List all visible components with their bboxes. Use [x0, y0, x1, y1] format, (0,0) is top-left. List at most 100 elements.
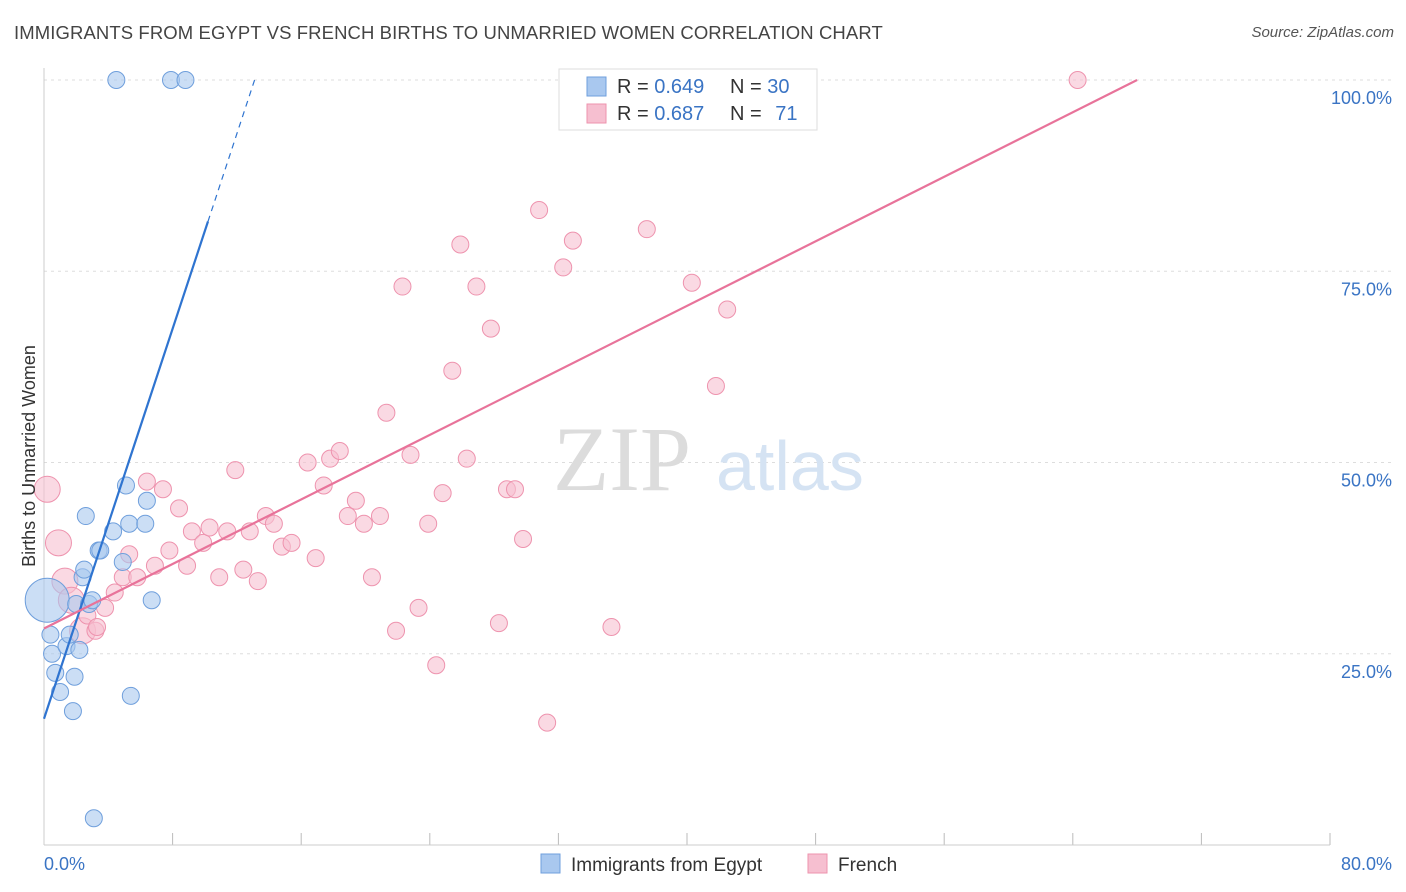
egypt-point	[51, 683, 70, 701]
svg-text:R = 0.687: R = 0.687	[617, 103, 704, 125]
french-point	[481, 319, 500, 338]
french-point	[1068, 71, 1087, 89]
french-point	[346, 491, 365, 510]
legend-box: R = 0.649 N = 30 R = 0.687 N = 71	[558, 68, 818, 131]
french-point	[200, 518, 219, 537]
french-point	[602, 617, 621, 636]
french-point	[298, 453, 317, 472]
egypt-point	[107, 71, 126, 89]
bottom-legend-swatch-egypt	[540, 853, 561, 874]
french-point	[210, 568, 229, 587]
egypt-point	[24, 577, 70, 623]
french-point	[538, 713, 557, 732]
chart-title: IMMIGRANTS FROM EGYPT VS FRENCH BIRTHS T…	[14, 22, 883, 43]
legend-r-value-egypt: 0.649	[654, 76, 704, 98]
bottom-legend-label-egypt: Immigrants from Egypt	[571, 855, 763, 876]
x-axis-ticks	[43, 833, 1331, 845]
french-point	[306, 549, 325, 568]
legend-r-label-french: R =	[617, 103, 654, 125]
bottom-legend: Immigrants from Egypt French	[540, 853, 897, 876]
french-point	[489, 614, 508, 633]
watermark-zip: ZIP	[553, 408, 691, 510]
french-point	[182, 522, 201, 541]
french-point	[530, 201, 549, 220]
french-point	[514, 530, 533, 548]
french-point	[467, 277, 486, 296]
french-point	[226, 461, 245, 480]
egypt-point	[63, 702, 82, 721]
french-point	[443, 361, 462, 380]
y-tick-label: 50.0%	[1341, 471, 1392, 491]
legend-n-label-egypt: N =	[730, 76, 767, 98]
egypt-point	[137, 491, 156, 510]
french-point	[433, 484, 452, 503]
french-point	[457, 449, 476, 468]
egypt-point	[142, 591, 161, 610]
egypt-point	[121, 686, 140, 705]
x-tick-label-min: 0.0%	[44, 854, 85, 874]
french-point	[33, 475, 61, 503]
y-tick-label: 100.0%	[1331, 88, 1392, 108]
french-point	[338, 507, 357, 526]
egypt-point	[84, 809, 103, 828]
french-point	[128, 568, 147, 587]
y-axis-title: Births to Unmarried Women	[19, 345, 39, 567]
y-tick-label: 75.0%	[1341, 279, 1392, 299]
legend-r-value-french: 0.687	[654, 103, 704, 125]
french-point	[401, 445, 420, 464]
french-point	[409, 598, 428, 617]
egypt-point	[65, 667, 84, 686]
egypt-point	[113, 552, 132, 571]
egypt-point	[136, 514, 155, 533]
french-point	[393, 277, 412, 296]
egypt-point	[43, 644, 62, 663]
french-point	[706, 377, 725, 395]
egypt-series	[24, 71, 195, 828]
egypt-trend-extension	[207, 79, 256, 222]
french-point	[44, 529, 72, 557]
french-point	[563, 231, 582, 250]
watermark: ZIP atlas	[553, 408, 864, 510]
french-point	[170, 499, 189, 518]
french-point	[362, 568, 381, 587]
bottom-legend-label-french: French	[838, 855, 897, 876]
watermark-atlas: atlas	[716, 427, 864, 505]
source-credit: Source: ZipAtlas.com	[1251, 24, 1394, 41]
egypt-point	[104, 522, 123, 541]
legend-swatch-egypt	[586, 76, 607, 97]
y-axis-labels: 25.0% 50.0% 75.0% 100.0%	[1331, 88, 1392, 682]
legend-swatch-french	[586, 103, 607, 124]
french-point	[88, 617, 107, 636]
french-series	[33, 71, 1087, 732]
french-point	[637, 220, 656, 239]
legend-n-value-egypt: 30	[767, 76, 789, 98]
french-point	[153, 480, 172, 499]
french-point	[387, 621, 406, 640]
french-point	[282, 533, 301, 552]
svg-text:N = 71: N = 71	[730, 103, 798, 125]
french-point	[427, 656, 446, 675]
french-point	[505, 480, 524, 499]
egypt-point	[76, 507, 95, 526]
trend-lines	[42, 79, 1138, 720]
french-point	[248, 572, 267, 591]
french-point	[451, 235, 470, 254]
french-point	[419, 514, 438, 533]
french-point	[370, 507, 389, 526]
svg-text:R = 0.649: R = 0.649	[617, 76, 704, 98]
egypt-trend-line	[42, 221, 210, 720]
egypt-point	[176, 71, 195, 89]
bottom-legend-swatch-french	[807, 853, 828, 874]
french-point	[554, 258, 573, 277]
y-tick-label: 25.0%	[1341, 662, 1392, 682]
french-point	[718, 300, 737, 319]
legend-r-label-egypt: R =	[617, 76, 654, 98]
french-point	[234, 560, 253, 579]
french-point	[330, 442, 349, 461]
egypt-point	[120, 514, 139, 533]
french-point	[682, 273, 701, 292]
french-point	[137, 472, 156, 491]
french-point	[377, 403, 396, 422]
legend-n-label-french: N =	[730, 103, 767, 125]
